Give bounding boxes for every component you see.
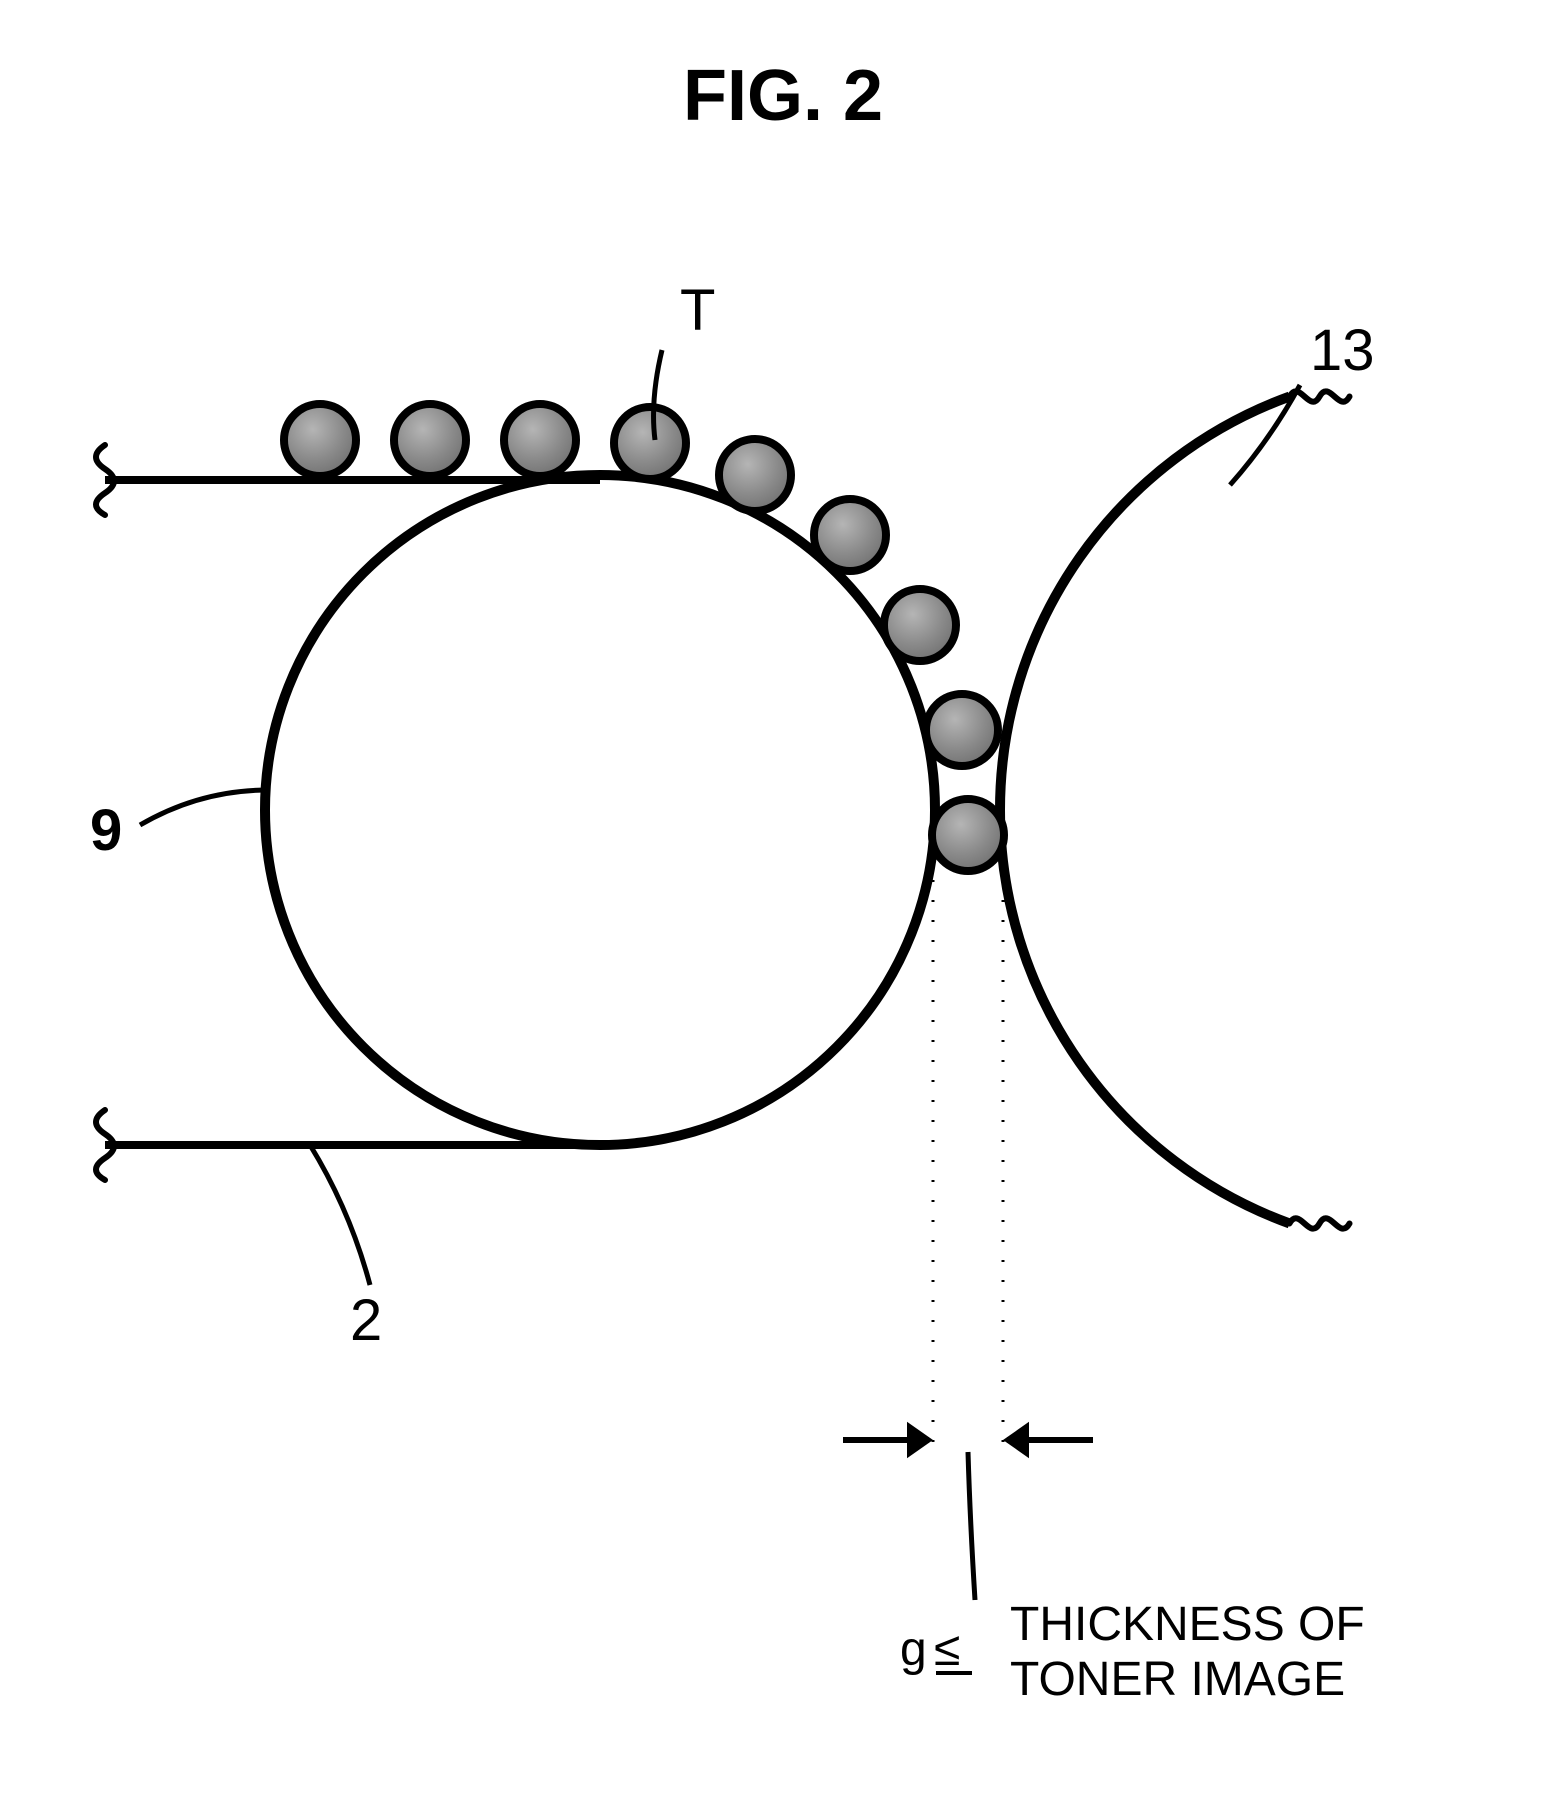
svg-text:g: g xyxy=(900,1623,927,1676)
toner-particle xyxy=(394,404,466,476)
leader-2 xyxy=(310,1145,370,1285)
label-g-expression: g≤ xyxy=(900,1623,972,1676)
label-9: 9 xyxy=(90,798,122,863)
label-thickness-line1: THICKNESS OF xyxy=(1010,1598,1365,1651)
svg-text:≤: ≤ xyxy=(934,1623,960,1676)
leader-g xyxy=(968,1452,975,1600)
label-T: T xyxy=(680,278,715,343)
toner-particle xyxy=(614,407,686,479)
toner-particle xyxy=(926,694,998,766)
leader-13 xyxy=(1230,385,1300,485)
label-13: 13 xyxy=(1310,318,1375,383)
toner-particle xyxy=(814,499,886,571)
gap-arrowhead-right xyxy=(1003,1422,1029,1458)
figure-title: FIG. 2 xyxy=(683,56,883,136)
toner-particle xyxy=(504,404,576,476)
leader-9 xyxy=(140,790,268,825)
toner-particle xyxy=(284,404,356,476)
transfer-roller xyxy=(1000,397,1290,1224)
break-mark xyxy=(1290,391,1350,401)
drive-roller xyxy=(265,475,935,1145)
toner-particle xyxy=(884,589,956,661)
label-2: 2 xyxy=(350,1288,382,1353)
toner-particle xyxy=(719,439,791,511)
label-thickness-line2: TONER IMAGE xyxy=(1010,1653,1345,1706)
gap-arrowhead-left xyxy=(907,1422,933,1458)
toner-particle xyxy=(932,799,1004,871)
break-mark xyxy=(1290,1218,1350,1228)
